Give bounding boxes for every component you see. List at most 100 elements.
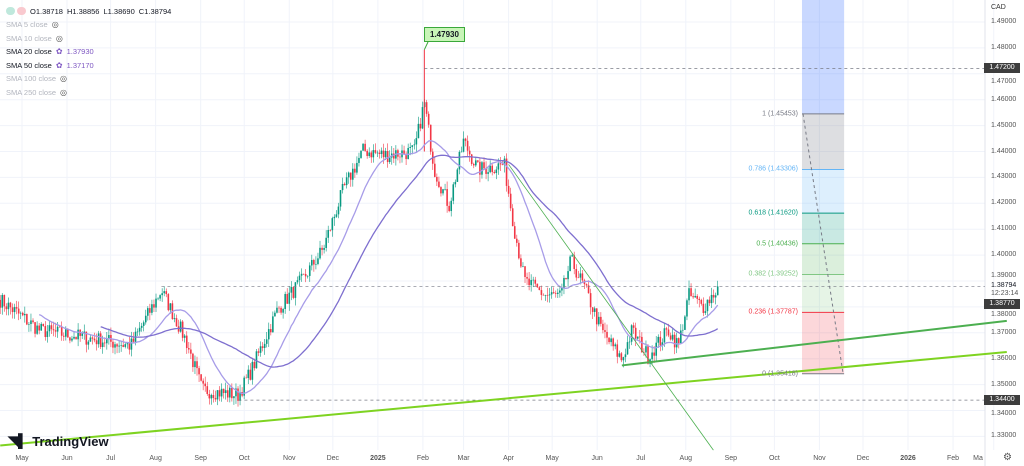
candle	[319, 240, 321, 260]
candle	[249, 363, 252, 381]
candle	[21, 311, 24, 317]
indicator-label: SMA 5 close	[6, 20, 48, 30]
indicator-sma5[interactable]: SMA 5 close ◎	[6, 18, 171, 32]
candle	[444, 183, 446, 191]
candle	[661, 338, 664, 351]
eye-hidden-icon[interactable]: ◎	[51, 20, 59, 30]
currency-selector[interactable]: CAD	[991, 4, 1006, 11]
candle	[325, 230, 327, 252]
candle	[540, 285, 543, 301]
candle	[653, 346, 655, 363]
price-tick: 1.33000	[991, 432, 1017, 440]
candle	[54, 322, 57, 338]
candle	[376, 150, 379, 158]
sma50-line	[100, 154, 719, 368]
indicator-sma20[interactable]: SMA 20 close ✿ 1.37930	[6, 45, 171, 59]
time-tick: May	[545, 455, 559, 462]
eye-hidden-icon[interactable]: ◎	[60, 87, 68, 97]
candle	[144, 309, 147, 325]
candle	[333, 214, 336, 226]
candle	[106, 331, 108, 350]
candle	[706, 299, 709, 318]
candle	[546, 287, 549, 303]
eye-hidden-icon[interactable]: ◎	[60, 74, 68, 84]
candle	[528, 271, 530, 291]
indicator-sma50[interactable]: SMA 50 close ✿ 1.37170	[6, 59, 171, 73]
candle	[630, 324, 633, 346]
candle	[397, 148, 399, 161]
legend-toggle[interactable]	[6, 7, 26, 15]
candle	[241, 387, 243, 398]
candle	[684, 315, 686, 331]
candle	[124, 342, 127, 349]
candle	[247, 365, 250, 385]
candle	[345, 172, 348, 189]
candle	[69, 336, 71, 344]
fib-extension-zone	[801, 0, 845, 114]
candle	[235, 383, 237, 404]
candle	[395, 145, 397, 166]
candle	[450, 197, 453, 217]
candle	[71, 335, 73, 343]
candle	[296, 276, 299, 285]
candle	[77, 323, 79, 347]
candle	[581, 270, 584, 284]
candle	[167, 293, 170, 312]
eye-hidden-icon[interactable]: ◎	[55, 33, 63, 43]
candle	[206, 381, 209, 396]
candle	[329, 229, 332, 232]
candle	[616, 339, 619, 364]
candle	[15, 300, 18, 315]
high-price-callout: 1.47930	[424, 27, 465, 42]
candle	[112, 339, 114, 354]
candle	[403, 145, 405, 154]
candle	[116, 342, 118, 354]
candle	[202, 378, 204, 391]
candle	[509, 187, 512, 212]
candle	[608, 337, 610, 345]
candle	[114, 341, 116, 355]
time-tick: Jul	[636, 455, 646, 462]
time-tick: Oct	[768, 455, 780, 462]
candle	[19, 311, 22, 320]
indicator-sma10[interactable]: SMA 10 close ◎	[6, 32, 171, 46]
candle	[335, 210, 338, 218]
candle	[128, 336, 131, 355]
settings-gear-icon[interactable]: ⚙	[1003, 452, 1012, 463]
candle	[210, 393, 213, 405]
candle	[513, 221, 516, 239]
candle	[368, 147, 371, 158]
candle	[93, 332, 96, 343]
candle	[673, 331, 676, 355]
candle	[446, 181, 448, 213]
loading-icon: ✿	[55, 60, 63, 70]
candle	[216, 389, 219, 406]
tradingview-logo[interactable]: ◥▌ TradingView	[8, 433, 109, 449]
candle	[42, 323, 45, 327]
price-tick: 1.44000	[991, 147, 1017, 155]
candle	[161, 288, 163, 302]
candle	[636, 336, 639, 340]
candle	[0, 295, 2, 314]
candle	[448, 201, 450, 213]
candle	[598, 312, 600, 327]
candle	[552, 287, 555, 294]
candle	[505, 153, 508, 192]
price-tick: 1.45000	[991, 121, 1017, 129]
candle	[483, 157, 485, 170]
candle	[575, 264, 578, 281]
indicator-sma250[interactable]: SMA 250 close ◎	[6, 86, 171, 100]
candle	[259, 341, 262, 357]
fib-zone	[801, 213, 845, 244]
candle	[118, 340, 120, 353]
candle	[32, 318, 34, 324]
candle	[569, 254, 571, 272]
candle	[495, 166, 498, 180]
candle	[292, 286, 295, 300]
candle	[360, 150, 362, 159]
candle	[149, 303, 151, 321]
indicator-sma100[interactable]: SMA 100 close ◎	[6, 72, 171, 86]
candle	[530, 274, 532, 292]
candle	[138, 321, 141, 336]
